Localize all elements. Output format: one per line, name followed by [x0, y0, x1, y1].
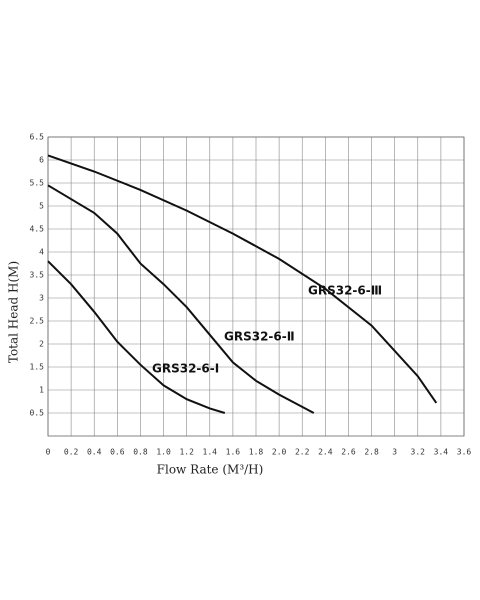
curve [47, 260, 226, 414]
y-tick-label: 2 [39, 340, 44, 349]
y-tick-label: 1 [39, 386, 44, 395]
x-tick-label: 1.2 [179, 448, 194, 457]
x-tick-label: 2.6 [341, 448, 356, 457]
y-tick-label: 5.5 [30, 179, 45, 188]
plot-frame [47, 136, 465, 437]
x-tick-label: 0.4 [87, 448, 102, 457]
y-tick-label: 0.5 [30, 409, 45, 418]
y-tick-label: 4.5 [30, 225, 45, 234]
y-tick-label: 6 [39, 156, 44, 165]
y-tick-label: 6.5 [30, 133, 45, 142]
curve-label: GRS32-6-Ⅰ [152, 362, 219, 376]
x-tick-label: 1.0 [156, 448, 171, 457]
x-tick-label: 0.8 [133, 448, 148, 457]
x-tick-label: 2.8 [364, 448, 379, 457]
curve-label: GRS32-6-Ⅲ [308, 284, 382, 298]
y-tick-label: 1.5 [30, 363, 45, 372]
x-tick-label: 2.2 [295, 448, 310, 457]
y-tick-label: 5 [39, 202, 44, 211]
y-axis-title: Total Head H(M) [7, 261, 21, 363]
y-tick-label: 2.5 [30, 317, 45, 326]
y-tick-label: 3 [39, 294, 44, 303]
x-axis-title: Flow Rate (M³/H) [157, 463, 264, 477]
x-tick-label: 1.4 [203, 448, 218, 457]
x-tick-label: 3.2 [411, 448, 426, 457]
curve-label: GRS32-6-Ⅱ [224, 330, 295, 344]
x-tick-label: 3.6 [457, 448, 472, 457]
curve [47, 184, 315, 414]
x-tick-label: 3 [392, 448, 397, 457]
x-tick-label: 0 [46, 448, 51, 457]
x-tick-label: 0.6 [110, 448, 125, 457]
curve [47, 154, 438, 404]
y-tick-label: 3.5 [30, 271, 45, 280]
x-tick-label: 1.8 [249, 448, 264, 457]
x-tick-label: 2.4 [318, 448, 333, 457]
y-tick-label: 4 [39, 248, 44, 257]
x-tick-label: 2.0 [272, 448, 287, 457]
x-tick-label: 3.4 [434, 448, 449, 457]
x-tick-label: 0.2 [64, 448, 79, 457]
x-tick-label: 1.6 [226, 448, 241, 457]
